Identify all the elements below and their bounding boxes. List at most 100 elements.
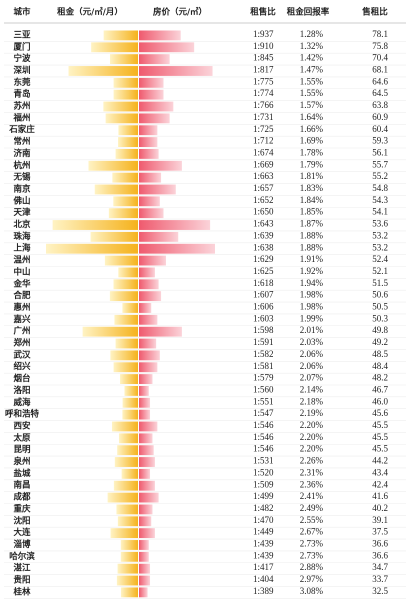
sale-rent: 34.7	[372, 562, 388, 572]
rent-bar	[115, 338, 138, 349]
price-bar	[139, 113, 170, 124]
sale-rent: 52.1	[372, 266, 388, 276]
rent-bar	[117, 445, 138, 456]
rent-return: 1.83%	[300, 183, 324, 193]
rent-sale-ratio: 1:499	[253, 491, 274, 501]
city: 金华	[12, 278, 31, 289]
rent-sale-ratio: 1:674	[253, 147, 274, 157]
rent-sale-ratio: 1:546	[253, 444, 274, 454]
rent-return: 1.92%	[300, 266, 324, 276]
city: 威海	[12, 397, 31, 408]
sale-rent: 49.2	[372, 337, 388, 347]
city: 南京	[13, 183, 31, 194]
city: 哈尔滨	[9, 551, 35, 562]
rent-return: 1.87%	[300, 219, 324, 229]
rent-sale-ratio: 1:439	[253, 539, 274, 549]
price-bar	[139, 397, 151, 408]
city: 大连	[13, 527, 31, 538]
price-bar	[139, 563, 151, 574]
rent-sale-ratio: 1:731	[253, 112, 274, 122]
city: 绍兴	[13, 361, 31, 372]
rent-return: 2.49%	[300, 503, 324, 513]
sale-rent: 54.3	[372, 195, 388, 205]
rent-return: 1.88%	[300, 242, 324, 252]
sale-rent: 48.5	[372, 349, 388, 359]
sale-rent: 53.2	[372, 230, 388, 240]
rent-sale-ratio: 1:643	[253, 219, 274, 229]
header-cell: 房价（元/㎡）	[153, 7, 207, 18]
rent-return: 2.41%	[300, 491, 324, 501]
rent-sale-ratio: 1:652	[253, 195, 274, 205]
price-bar	[139, 445, 154, 456]
rent-sale-ratio: 1:817	[253, 65, 274, 75]
rent-sale-ratio: 1:725	[253, 124, 274, 134]
rent-return: 1.91%	[300, 254, 324, 264]
rent-sale-ratio: 1:598	[253, 325, 274, 335]
sale-rent: 50.5	[372, 302, 388, 312]
rent-bar	[91, 42, 138, 53]
rent-sale-ratio: 1:663	[253, 171, 274, 181]
rent-return: 1.99%	[300, 313, 324, 323]
rent-return: 2.20%	[300, 444, 324, 454]
rent-bar	[120, 587, 138, 598]
rent-return: 1.55%	[300, 88, 324, 98]
rent-sale-ratio: 1:509	[253, 479, 274, 489]
city: 温州	[13, 255, 30, 266]
rent-return: 2.20%	[300, 420, 324, 430]
rent-sale-ratio: 1:774	[253, 88, 274, 98]
rent-return: 2.03%	[300, 337, 324, 347]
city: 昆明	[13, 444, 31, 455]
rent-return: 2.36%	[300, 479, 324, 489]
rent-bar	[124, 386, 138, 396]
rent-sale-ratio: 1:547	[253, 408, 274, 418]
rent-bar	[113, 362, 138, 373]
price-bar	[139, 220, 211, 230]
city: 济南	[13, 148, 31, 159]
sale-rent: 70.4	[372, 53, 388, 63]
city: 福州	[12, 112, 30, 123]
rent-sale-ratio: 1:546	[253, 432, 274, 442]
rent-sale-ratio: 1:591	[253, 337, 274, 347]
city: 武汉	[13, 349, 31, 360]
rent-return: 2.07%	[300, 373, 324, 383]
rent-sale-ratio: 1:766	[253, 100, 274, 110]
sale-rent: 37.5	[372, 527, 388, 537]
rent-bar	[82, 326, 138, 337]
city: 佛山	[12, 195, 30, 206]
rent-return: 2.06%	[300, 361, 324, 371]
rent-return: 1.57%	[300, 100, 324, 110]
sale-rent: 49.8	[372, 325, 388, 335]
sale-rent: 53.6	[372, 219, 388, 229]
rent-bar	[114, 314, 138, 325]
price-bar	[139, 587, 148, 598]
rent-sale-ratio: 1:639	[253, 230, 274, 240]
city: 杭州	[13, 160, 30, 171]
rent-bar	[109, 54, 138, 65]
city: 天津	[13, 207, 31, 218]
city: 中山	[13, 266, 30, 277]
sale-rent: 45.6	[372, 408, 388, 418]
rent-return: 2.73%	[300, 550, 324, 560]
rent-sale-ratio: 1:470	[253, 515, 274, 525]
rent-return: 1.79%	[300, 159, 324, 169]
price-bar	[139, 326, 182, 337]
price-bar	[139, 303, 152, 313]
rent-bar	[104, 255, 138, 266]
rent-sale-ratio: 1:712	[253, 136, 274, 146]
city: 宁波	[13, 53, 31, 64]
rent-bar	[111, 421, 138, 432]
rent-return: 1.69%	[300, 136, 324, 146]
city: 太原	[12, 432, 31, 443]
rent-return: 1.84%	[300, 195, 324, 205]
rent-bar	[113, 89, 138, 100]
header-cell: 租金（元/㎡/月）	[57, 7, 123, 18]
price-bar	[139, 125, 158, 136]
rent-return: 2.01%	[300, 325, 324, 335]
city: 珠海	[13, 231, 31, 242]
city: 无锡	[12, 172, 31, 183]
rent-return: 2.88%	[300, 562, 324, 572]
price-bar	[139, 468, 151, 479]
rent-sale-ratio: 1:546	[253, 420, 274, 430]
city: 东莞	[13, 77, 31, 88]
rent-sale-ratio: 1:581	[253, 361, 274, 371]
